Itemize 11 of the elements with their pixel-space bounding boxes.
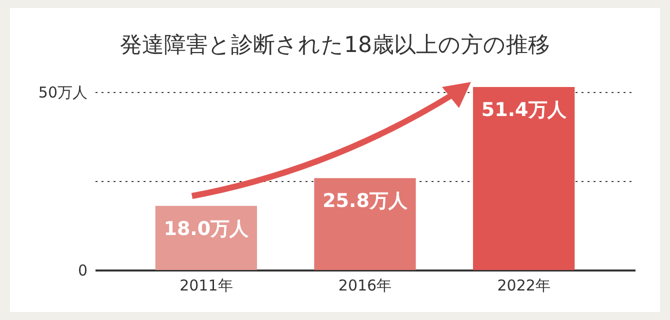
y-tick-label: 50万人 — [38, 83, 88, 102]
x-tick-label: 2022年 — [497, 276, 550, 294]
x-tick-label: 2011年 — [180, 276, 233, 294]
chart-title: 発達障害と診断された18歳以上の方の推移 — [120, 32, 550, 58]
data-label: 51.4万人 — [481, 99, 568, 121]
y-tick-label: 0 — [78, 262, 88, 280]
bar — [155, 206, 257, 270]
bar — [473, 87, 575, 270]
data-label: 25.8万人 — [322, 190, 408, 212]
data-label: 18.0万人 — [164, 218, 250, 240]
x-tick-label: 2016年 — [338, 276, 392, 294]
